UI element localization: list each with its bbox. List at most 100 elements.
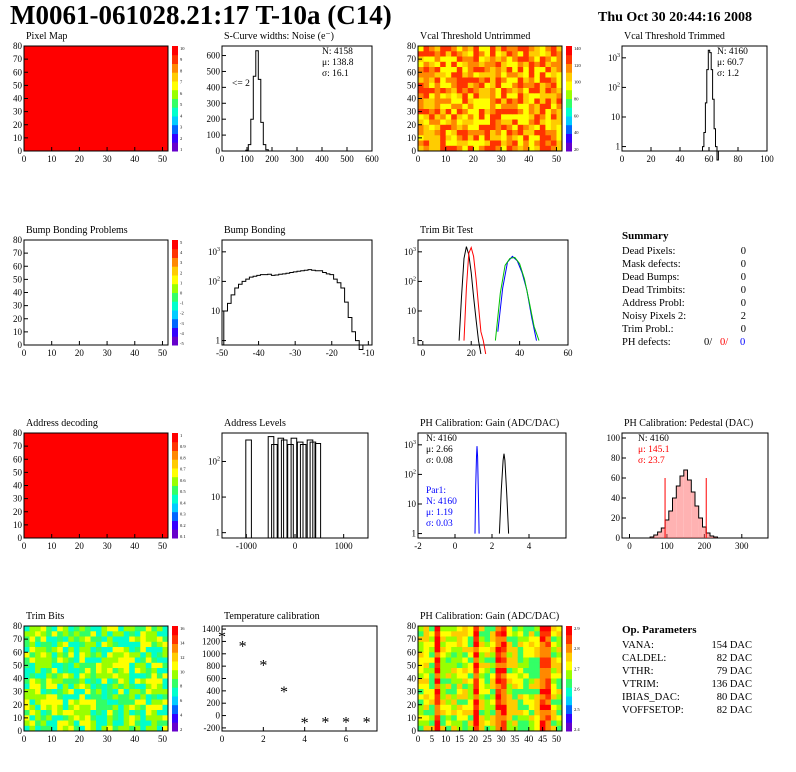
heatmap-cell (539, 124, 546, 131)
heatmap-cell (57, 725, 64, 732)
heatmap-cell (545, 93, 552, 99)
heatmap-cell (79, 647, 86, 653)
heatmap-cell (440, 109, 447, 115)
heatmap-cell (429, 715, 435, 721)
series-line (474, 446, 480, 534)
heatmap-cell (539, 72, 546, 78)
heatmap-cell (429, 145, 435, 152)
x-tick-label: -2 (414, 541, 422, 551)
heatmap-cell (434, 124, 441, 131)
y-tick-label: 10 (611, 112, 621, 122)
heatmap-cell (134, 668, 141, 674)
heatmap-cell (523, 88, 530, 94)
y-tick-label: 80 (13, 41, 23, 51)
histogram-outline (702, 49, 719, 161)
heatmap-cell (451, 725, 458, 732)
heatmap-cell (545, 694, 552, 700)
heatmap-cell (490, 51, 496, 57)
heatmap-cell (506, 699, 513, 706)
heatmap-cell (29, 668, 36, 674)
heatmap-cell (46, 710, 53, 716)
heatmap-cell (534, 704, 541, 711)
heatmap-cell (528, 673, 535, 679)
summary-value: 0 (741, 298, 746, 309)
heatmap-cell (423, 720, 430, 727)
colorbar-label: 0.7 (180, 467, 186, 472)
heatmap-cell (539, 694, 546, 700)
heatmap-cell (467, 130, 474, 136)
heatmap-cell (545, 130, 552, 136)
heatmap-cell (501, 103, 507, 110)
heatmap-cell (512, 683, 519, 690)
heatmap-cell (451, 715, 458, 721)
heatmap-cell (473, 704, 480, 711)
colorbar-segment (172, 107, 178, 117)
heatmap-cell (445, 662, 452, 669)
heatmap-cell (550, 135, 557, 141)
heatmap-cell (490, 77, 496, 84)
heatmap-cell (495, 699, 502, 706)
heatmap-cell (462, 662, 469, 669)
heatmap-cell (506, 673, 513, 679)
heatmap-cell (96, 678, 102, 685)
heatmap-cell (418, 652, 424, 658)
colorbar-segment (172, 292, 178, 302)
heatmap-cell (29, 641, 36, 648)
y-tick-label: 20 (611, 513, 621, 523)
panel-title: Vcal Threshold Untrimmed (420, 31, 530, 42)
heatmap-cell (112, 704, 119, 711)
heatmap-cell (107, 683, 113, 690)
heatmap-cell (501, 662, 507, 669)
heatmap-cell (550, 124, 557, 131)
heatmap-cell (96, 652, 102, 658)
colorbar-segment (172, 669, 178, 679)
heatmap-cell (534, 77, 541, 84)
heatmap-cell (473, 145, 480, 152)
heatmap-cell (467, 710, 474, 716)
heatmap-cell (495, 631, 502, 637)
colorbar-segment (172, 687, 178, 697)
heatmap-cell (467, 61, 474, 68)
heatmap-cell (434, 631, 441, 637)
heatmap-cell (545, 689, 552, 695)
heatmap-cell (456, 140, 463, 147)
heatmap-cell (556, 72, 563, 78)
heatmap-cell (484, 720, 491, 727)
heatmap-cell (96, 662, 102, 669)
heatmap-cell (501, 631, 507, 637)
heatmap-cell (512, 145, 519, 152)
heatmap-cell (68, 699, 75, 706)
colorbar-segment (566, 652, 572, 662)
heatmap-cell (467, 720, 474, 727)
heatmap-cell (57, 704, 64, 711)
heatmap-cell (156, 647, 163, 653)
heatmap-cell (495, 641, 502, 648)
x-tick-label: 40 (524, 734, 534, 744)
colorbar-segment (566, 124, 572, 134)
heatmap-cell (550, 72, 557, 78)
heatmap-cell (445, 699, 452, 706)
heatmap-cell (456, 72, 463, 78)
heatmap-cell (467, 124, 474, 131)
heatmap-cell (556, 130, 563, 136)
y-tick-label: 1 (412, 529, 417, 539)
heatmap-cell (112, 641, 119, 648)
heatmap-cell (429, 652, 435, 658)
heatmap-cell (534, 683, 541, 690)
heatmap-cell (550, 694, 557, 700)
heatmap-cell (123, 631, 130, 637)
heatmap-cell (101, 641, 108, 648)
heatmap-cell (523, 631, 530, 637)
heatmap-cell (156, 694, 163, 700)
heatmap-cell (151, 689, 158, 695)
heatmap-cell (534, 710, 541, 716)
heatmap-cell (506, 124, 513, 131)
stats-text: N: 4160 (638, 434, 669, 444)
heatmap-cell (162, 710, 169, 716)
heatmap-cell (473, 93, 480, 99)
heatmap-cell (107, 678, 113, 685)
heatmap-cell (534, 82, 541, 89)
heatmap-cell (29, 631, 36, 637)
heatmap-cell (462, 678, 469, 685)
heatmap-cell (462, 683, 469, 690)
